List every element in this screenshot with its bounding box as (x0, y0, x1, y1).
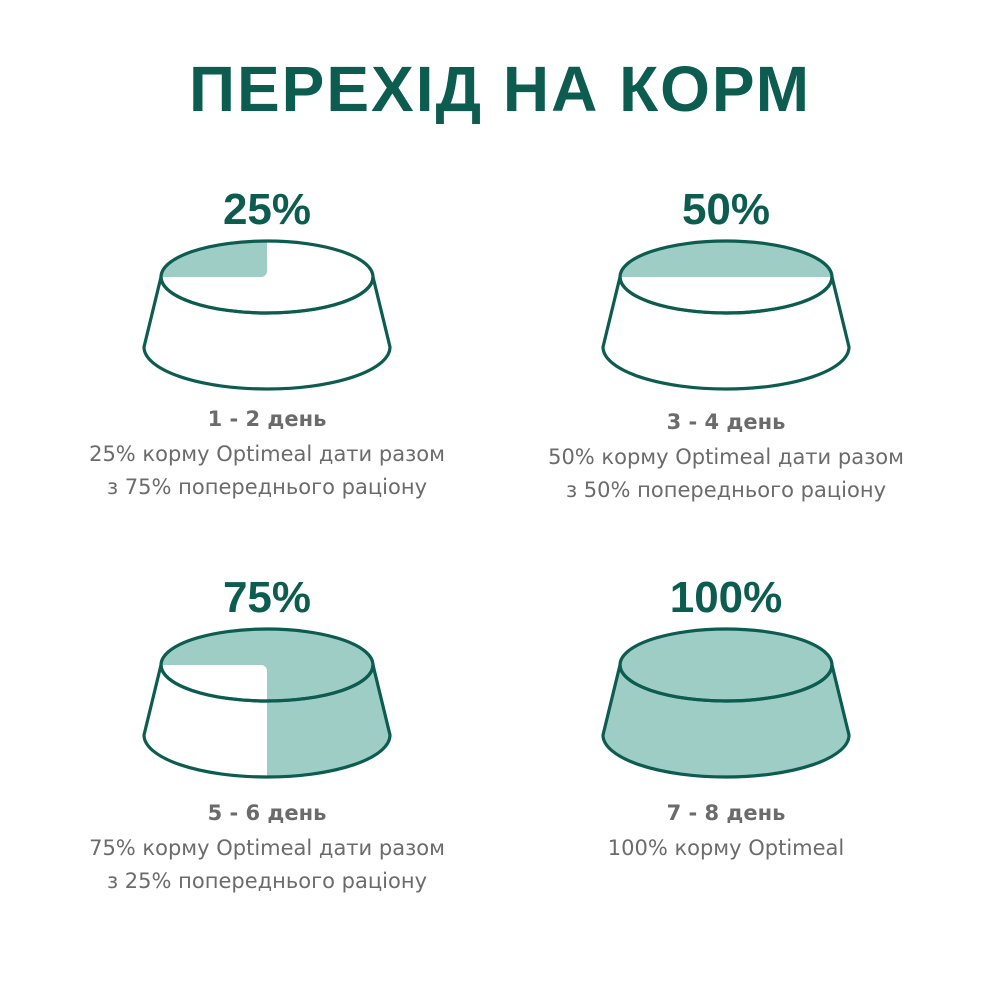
percent-label: 75% (222, 573, 312, 622)
bowl-icon (142, 627, 392, 779)
description-line: з 50% попереднього раціону (565, 478, 887, 502)
page-title: ПЕРЕХІД НА КОРМ (188, 53, 812, 125)
description-line: з 25% попереднього раціону (106, 869, 428, 893)
description-line: з 75% попереднього раціону (106, 475, 428, 499)
description-line: 100% корму Optimeal (607, 836, 845, 860)
percent-label: 25% (222, 185, 312, 234)
percent-label: 100% (669, 573, 783, 622)
days-label: 1 - 2 день (207, 407, 327, 431)
bowl-icon (142, 239, 392, 391)
days-label: 5 - 6 день (207, 801, 327, 825)
bowl-icon (601, 627, 851, 779)
days-label: 7 - 8 день (666, 801, 786, 825)
bowl-icon (601, 239, 851, 391)
days-label: 3 - 4 день (666, 410, 786, 434)
description: 25% корму Optimeal дати разом з 75% попе… (27, 438, 507, 504)
description-line: 75% корму Optimeal дати разом (89, 836, 445, 860)
percent-label: 50% (681, 185, 771, 234)
description-line: 50% корму Optimeal дати разом (548, 445, 904, 469)
description: 100% корму Optimeal (486, 832, 966, 865)
bowl-outline (142, 275, 392, 391)
food-fill (603, 629, 849, 777)
bowl-outline (601, 275, 851, 391)
description: 50% корму Optimeal дати разом з 50% попе… (486, 441, 966, 507)
bowl-rim (618, 239, 834, 315)
bowl-rim (618, 627, 834, 703)
bowl-rim (159, 627, 375, 703)
bowl-rim (159, 239, 375, 315)
description: 75% корму Optimeal дати разом з 25% попе… (27, 832, 507, 898)
description-line: 25% корму Optimeal дати разом (89, 442, 445, 466)
